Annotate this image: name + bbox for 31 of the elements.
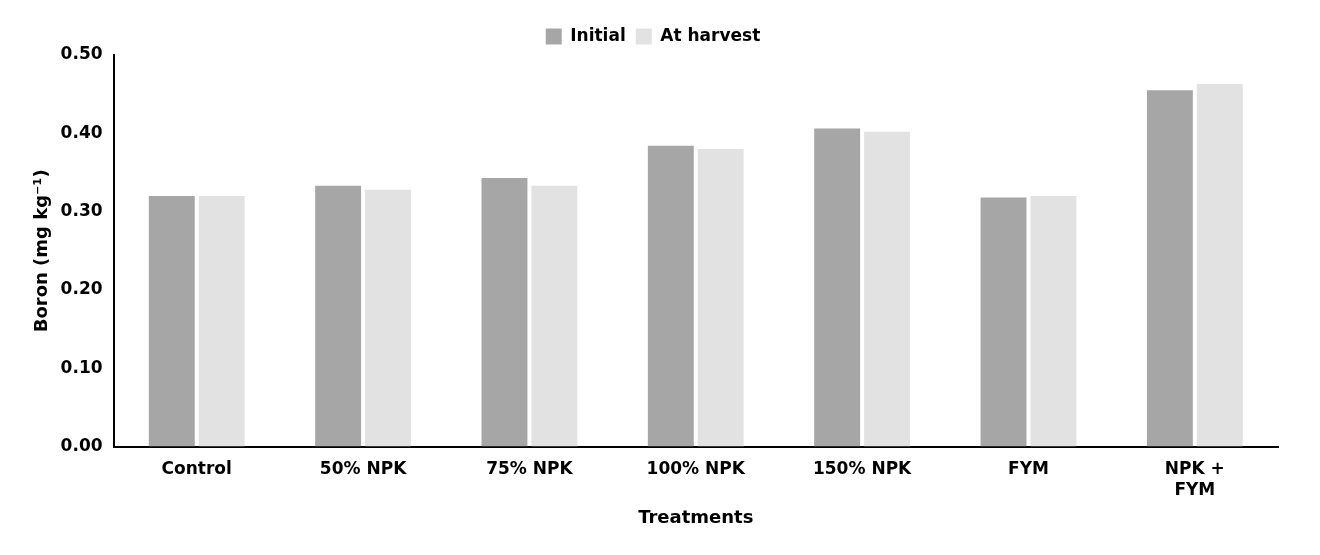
- bar: [697, 148, 744, 447]
- bar: [980, 197, 1027, 447]
- bar: [481, 177, 528, 447]
- x-tick-label: Control: [161, 458, 232, 479]
- legend-label: Initial: [570, 24, 626, 45]
- y-tick-label: 0.00: [60, 435, 103, 456]
- x-tick-label: 150% NPK: [812, 458, 913, 479]
- y-tick-label: 0.10: [60, 356, 103, 377]
- x-tick-label: 50% NPK: [319, 458, 408, 479]
- bar: [1146, 90, 1193, 447]
- bar: [148, 195, 195, 447]
- y-axis-title: Boron (mg kg⁻¹): [30, 169, 52, 333]
- legend-label: At harvest: [660, 24, 761, 45]
- bar: [814, 128, 861, 447]
- y-tick-label: 0.50: [60, 43, 103, 64]
- x-axis-title: Treatments: [638, 505, 754, 527]
- bar: [1030, 195, 1077, 447]
- bar: [1196, 83, 1243, 447]
- bar: [864, 131, 911, 447]
- bar: [531, 185, 578, 447]
- bar: [365, 189, 411, 447]
- x-tick-label: FYM: [1008, 458, 1049, 479]
- bar: [315, 185, 362, 447]
- x-tick-label: 75% NPK: [486, 458, 574, 479]
- x-tick-label: 100% NPK: [646, 458, 746, 479]
- y-tick-label: 0.30: [60, 200, 103, 221]
- y-tick-label: 0.40: [60, 121, 103, 142]
- bar: [647, 145, 694, 447]
- bar: [198, 195, 245, 447]
- x-tick-label: NPK + FYM: [1164, 458, 1225, 499]
- y-tick-label: 0.20: [60, 278, 103, 299]
